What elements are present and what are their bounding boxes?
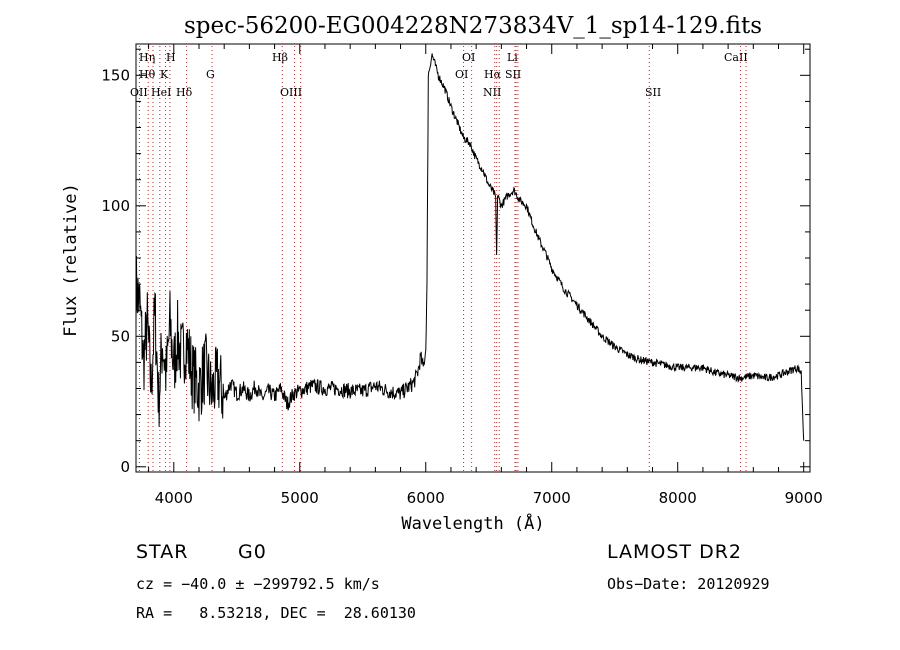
line-label: H xyxy=(166,51,176,64)
chart-title: spec-56200-EG004228N273834V_1_sp14-129.f… xyxy=(184,13,762,39)
y-tick-label: 150 xyxy=(101,66,130,84)
object-subclass: G0 xyxy=(238,541,267,563)
x-tick-label: 8000 xyxy=(659,489,697,507)
line-label: Li xyxy=(507,51,518,64)
y-tick-label: 0 xyxy=(120,458,130,476)
observation-date: Obs−Date: 20120929 xyxy=(607,575,770,593)
y-tick-label: 50 xyxy=(111,327,130,345)
line-label: SII xyxy=(505,68,521,81)
x-tick-label: 4000 xyxy=(155,489,193,507)
x-axis-label: Wavelength (Å) xyxy=(401,512,544,534)
y-axis-label: Flux (relative) xyxy=(61,183,81,337)
line-label: Hα xyxy=(484,68,502,81)
x-tick-label: 5000 xyxy=(281,489,319,507)
x-tick-label: 9000 xyxy=(785,489,823,507)
emission-line-markers xyxy=(138,46,747,472)
x-tick-label: 7000 xyxy=(533,489,571,507)
line-label: NII xyxy=(483,86,501,99)
x-axis-ticks: 4000 5000 6000 7000 8000 9000 xyxy=(148,44,823,507)
coordinates-readout: RA = 8.53218, DEC = 28.60130 xyxy=(136,604,416,622)
line-label: Hη xyxy=(139,51,155,64)
line-label: HeI xyxy=(151,86,171,99)
spectrum-plot: spec-56200-EG004228N273834V_1_sp14-129.f… xyxy=(61,13,823,534)
plot-frame xyxy=(135,43,811,473)
line-label: K xyxy=(160,68,169,81)
object-type: STAR xyxy=(136,541,189,563)
line-label: Hβ xyxy=(272,51,288,64)
line-label: OI xyxy=(455,68,468,81)
line-label: OI xyxy=(462,51,475,64)
y-axis-ticks: 0 50 100 150 xyxy=(101,48,810,476)
line-label: SII xyxy=(645,86,661,99)
redshift-readout: cz = −40.0 ± −299792.5 km/s xyxy=(136,575,380,593)
x-tick-label: 6000 xyxy=(407,489,445,507)
line-label: OII xyxy=(130,86,148,99)
line-label: OIII xyxy=(280,86,302,99)
line-label: Hθ xyxy=(139,68,156,81)
y-tick-label: 100 xyxy=(101,197,130,215)
spectrum-series-line xyxy=(135,53,805,441)
line-label: G xyxy=(206,68,215,81)
line-label: CaII xyxy=(724,51,748,64)
line-label: Hδ xyxy=(176,86,193,99)
survey-name: LAMOST DR2 xyxy=(607,541,742,563)
